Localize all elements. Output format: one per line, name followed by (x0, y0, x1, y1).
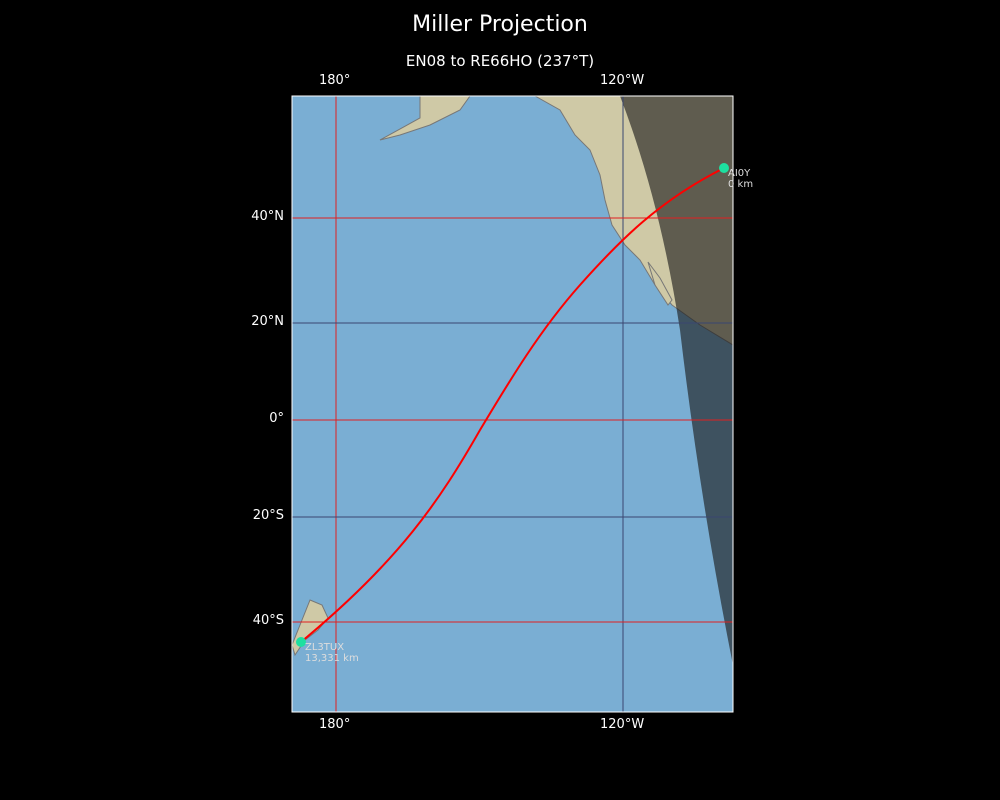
lon-tick-bottom-120w: 120°W (600, 717, 645, 732)
great-circle-path (300, 167, 725, 643)
station-label-end: ZL3TUX (305, 642, 344, 653)
lat-tick-40n: 40°N (251, 209, 284, 224)
lat-tick-20s: 20°S (252, 508, 284, 523)
lon-tick-top-120w: 120°W (600, 73, 645, 88)
lon-tick-bottom-180: 180° (319, 717, 351, 732)
land-alaska (379, 96, 471, 141)
map-subtitle: EN08 to RE66HO (237°T) (405, 52, 595, 70)
lat-tick-0: 0° (269, 411, 284, 426)
station-distance-end: 13,331 km (305, 653, 359, 664)
map-title: Miller Projection (412, 12, 588, 37)
lon-tick-top-180: 180° (319, 73, 351, 88)
lat-tick-20n: 20°N (251, 314, 284, 329)
station-label-start: AI0Y (728, 168, 751, 179)
map-frame (291, 95, 734, 713)
station-marker-end[interactable] (296, 637, 306, 647)
station-distance-start: 0 km (728, 179, 753, 190)
land-baja (647, 261, 673, 306)
station-marker-start[interactable] (719, 163, 729, 173)
lat-tick-40s: 40°S (252, 613, 284, 628)
night-shadow (620, 96, 733, 665)
